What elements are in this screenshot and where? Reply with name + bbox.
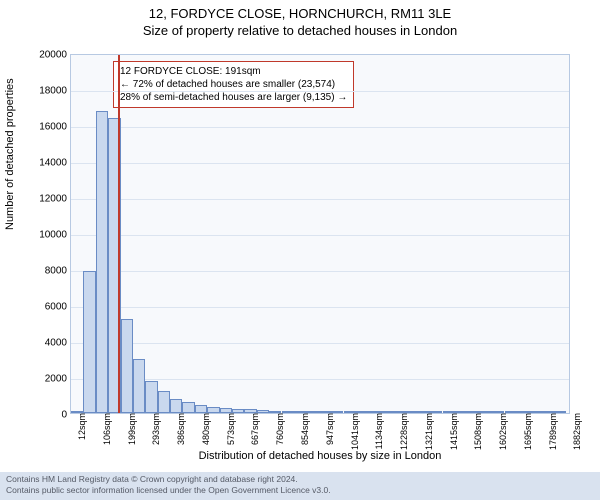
annotation-line-3: 28% of semi-detached houses are larger (… <box>120 91 347 104</box>
histogram-bar <box>121 319 133 413</box>
gridline <box>71 271 569 272</box>
y-tick-label: 6000 <box>45 302 71 313</box>
gridline <box>71 127 569 128</box>
x-tick-label: 1508sqm <box>471 413 483 450</box>
title-line-1: 12, FORDYCE CLOSE, HORNCHURCH, RM11 3LE <box>0 6 600 23</box>
x-tick-label: 1415sqm <box>447 413 459 450</box>
histogram-bar <box>182 402 194 413</box>
footer-line-1: Contains HM Land Registry data © Crown c… <box>6 474 594 485</box>
footer: Contains HM Land Registry data © Crown c… <box>0 472 600 500</box>
x-tick-label: 854sqm <box>298 413 310 445</box>
annotation-line-1: 12 FORDYCE CLOSE: 191sqm <box>120 65 347 78</box>
x-tick-label: 1321sqm <box>422 413 434 450</box>
x-tick-label: 12sqm <box>75 413 87 440</box>
x-tick-label: 480sqm <box>199 413 211 445</box>
gridline <box>71 91 569 92</box>
x-tick-label: 199sqm <box>125 413 137 445</box>
gridline <box>71 235 569 236</box>
x-tick-label: 1695sqm <box>521 413 533 450</box>
y-tick-label: 18000 <box>39 86 71 97</box>
x-tick-label: 573sqm <box>224 413 236 445</box>
x-tick-label: 106sqm <box>100 413 112 445</box>
x-tick-label: 293sqm <box>149 413 161 445</box>
histogram-bar <box>170 399 182 413</box>
x-tick-label: 1134sqm <box>372 413 384 449</box>
x-tick-label: 1602sqm <box>496 413 508 450</box>
gridline <box>71 307 569 308</box>
footer-line-2: Contains public sector information licen… <box>6 485 594 496</box>
y-tick-label: 16000 <box>39 122 71 133</box>
annotation-line-2: ← 72% of detached houses are smaller (23… <box>120 78 347 91</box>
x-tick-label: 1041sqm <box>348 413 360 450</box>
y-tick-label: 4000 <box>45 338 71 349</box>
gridline <box>71 199 569 200</box>
histogram-bar <box>195 405 207 413</box>
x-tick-label: 1789sqm <box>546 413 558 450</box>
x-axis-label: Distribution of detached houses by size … <box>70 450 570 462</box>
y-tick-label: 2000 <box>45 374 71 385</box>
title-line-2: Size of property relative to detached ho… <box>0 23 600 40</box>
x-tick-label: 760sqm <box>273 413 285 445</box>
x-tick-label: 1882sqm <box>570 413 582 450</box>
histogram-bar <box>158 391 170 413</box>
y-tick-label: 10000 <box>39 230 71 241</box>
histogram-bar <box>145 381 157 413</box>
y-tick-label: 14000 <box>39 158 71 169</box>
x-tick-label: 386sqm <box>174 413 186 445</box>
y-tick-label: 12000 <box>39 194 71 205</box>
gridline <box>71 163 569 164</box>
annotation-box: 12 FORDYCE CLOSE: 191sqm ← 72% of detach… <box>113 61 354 108</box>
chart-container: 12, FORDYCE CLOSE, HORNCHURCH, RM11 3LE … <box>0 0 600 500</box>
y-tick-label: 0 <box>61 410 71 421</box>
y-tick-label: 8000 <box>45 266 71 277</box>
x-tick-label: 1228sqm <box>397 413 409 450</box>
histogram-bar <box>133 359 145 413</box>
x-tick-label: 947sqm <box>323 413 335 445</box>
plot-area: 12 FORDYCE CLOSE: 191sqm ← 72% of detach… <box>70 54 570 414</box>
x-tick-label: 667sqm <box>248 413 260 445</box>
reference-line <box>118 55 120 413</box>
y-tick-label: 20000 <box>39 50 71 61</box>
chart-title: 12, FORDYCE CLOSE, HORNCHURCH, RM11 3LE … <box>0 0 600 40</box>
histogram-bar <box>83 271 95 413</box>
histogram-bar <box>96 111 108 413</box>
y-axis-label: Number of detached properties <box>4 78 16 230</box>
gridline <box>71 343 569 344</box>
